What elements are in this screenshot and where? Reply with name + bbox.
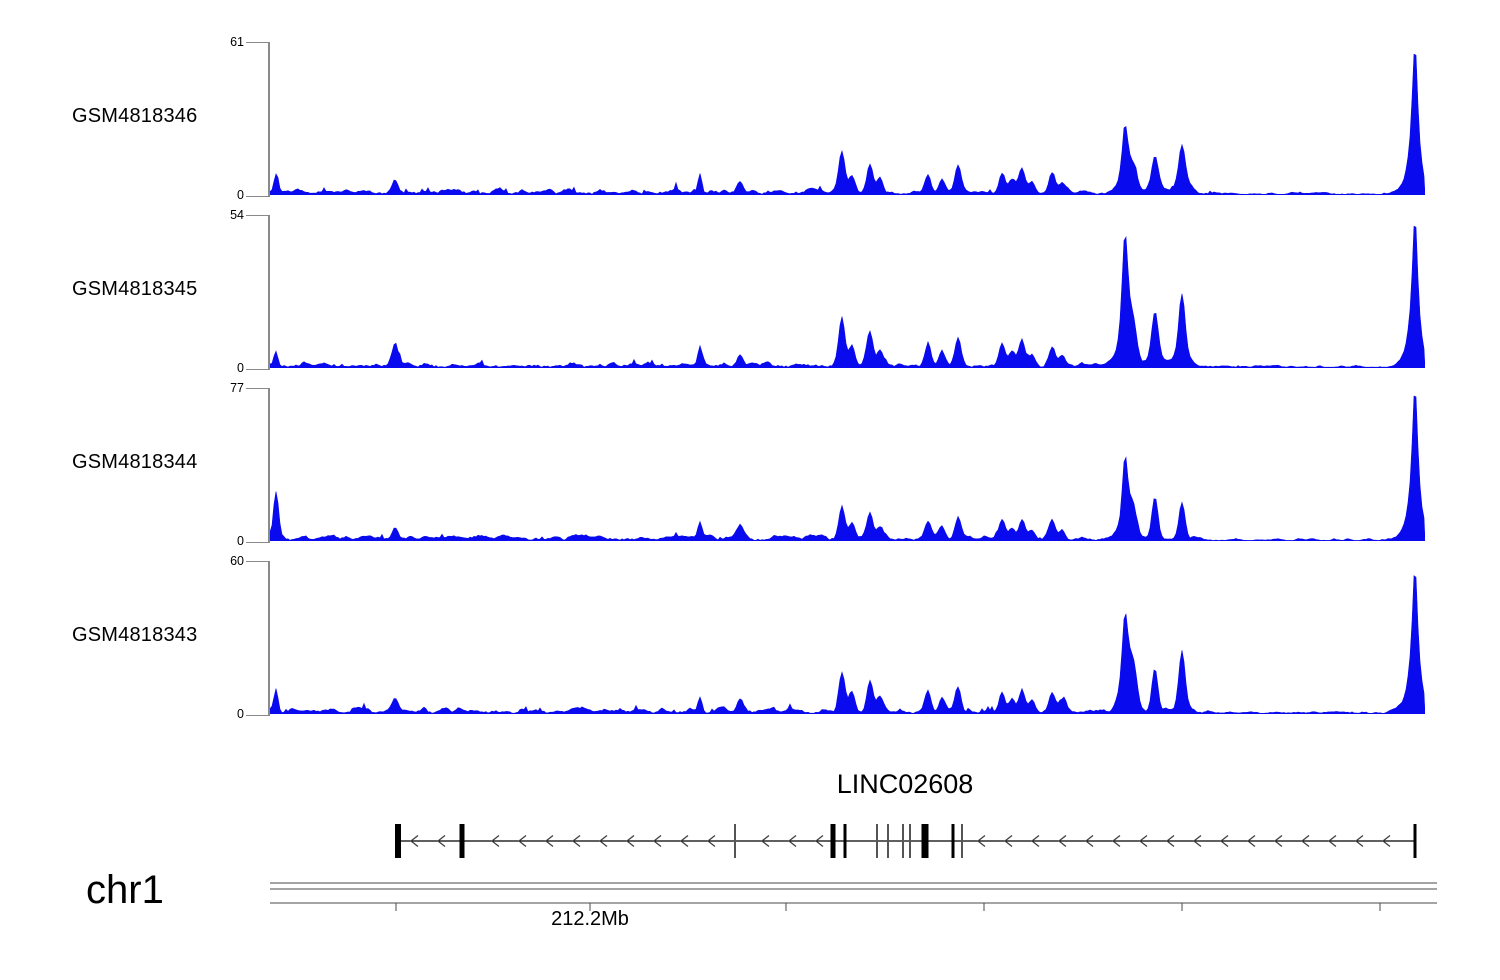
strand-arrow-left-icon bbox=[1165, 834, 1175, 848]
coverage-track-gsm4818343 bbox=[270, 575, 1425, 714]
y-axis-max-label: 61 bbox=[230, 35, 244, 49]
genome-axis bbox=[270, 882, 1437, 911]
track-label-gsm4818345: GSM4818345 bbox=[72, 278, 198, 300]
y-axis-bracket bbox=[246, 215, 270, 370]
strand-arrow-left-icon bbox=[1057, 834, 1067, 848]
exon-bar bbox=[902, 824, 904, 858]
exon-bar bbox=[734, 824, 736, 858]
strand-arrow-left-icon bbox=[1138, 834, 1148, 848]
exon-bar bbox=[459, 824, 465, 858]
exon-bar bbox=[395, 824, 401, 858]
strand-arrow-left-icon bbox=[1381, 834, 1391, 848]
track-label-gsm4818346: GSM4818346 bbox=[72, 105, 198, 127]
coverage-area bbox=[270, 575, 1425, 714]
coverage-area bbox=[270, 225, 1425, 368]
chromosome-label: chr1 bbox=[86, 868, 164, 912]
gene-name-label: LINC02608 bbox=[836, 769, 974, 799]
strand-arrow-left-icon bbox=[625, 834, 635, 848]
y-axis-zero-label: 0 bbox=[237, 188, 244, 202]
strand-arrow-left-icon bbox=[1084, 834, 1094, 848]
strand-arrow-left-icon bbox=[409, 834, 419, 848]
coverage-area bbox=[270, 53, 1425, 195]
strand-arrow-left-icon bbox=[706, 834, 716, 848]
strand-arrow-left-icon bbox=[1354, 834, 1364, 848]
exon-bar bbox=[843, 824, 847, 858]
strand-arrow-left-icon bbox=[1300, 834, 1310, 848]
gene-model-track bbox=[395, 824, 1417, 858]
strand-arrow-left-icon bbox=[1219, 834, 1229, 848]
track-label-gsm4818343: GSM4818343 bbox=[72, 624, 198, 646]
strand-arrow-left-icon bbox=[1246, 834, 1256, 848]
strand-arrow-left-icon bbox=[1273, 834, 1283, 848]
coverage-track-gsm4818346 bbox=[270, 53, 1425, 195]
strand-arrow-left-icon bbox=[760, 834, 770, 848]
exon-bar bbox=[830, 824, 836, 858]
strand-arrow-left-icon bbox=[787, 834, 797, 848]
axis-tick-label: 212.2Mb bbox=[551, 908, 629, 930]
exon-bar bbox=[876, 824, 878, 858]
strand-arrow-left-icon bbox=[1111, 834, 1121, 848]
coverage-track-gsm4818344 bbox=[270, 395, 1425, 541]
y-axis-max-label: 54 bbox=[230, 208, 244, 222]
y-axis-max-label: 77 bbox=[230, 381, 244, 395]
strand-arrow-left-icon bbox=[1192, 834, 1202, 848]
exon-bar bbox=[951, 824, 955, 858]
exon-bar bbox=[1413, 824, 1417, 858]
y-axis-zero-label: 0 bbox=[237, 534, 244, 548]
strand-arrow-left-icon bbox=[1003, 834, 1013, 848]
track-label-gsm4818344: GSM4818344 bbox=[72, 451, 198, 473]
y-axis-bracket bbox=[246, 42, 270, 197]
coverage-track-gsm4818345 bbox=[270, 225, 1425, 368]
strand-arrow-left-icon bbox=[652, 834, 662, 848]
y-axis-zero-label: 0 bbox=[237, 361, 244, 375]
y-axis-max-label: 60 bbox=[230, 554, 244, 568]
exon-bar bbox=[961, 824, 963, 858]
exon-bar bbox=[909, 824, 911, 858]
strand-arrow-left-icon bbox=[544, 834, 554, 848]
strand-arrow-left-icon bbox=[814, 834, 824, 848]
strand-arrow-left-icon bbox=[1327, 834, 1337, 848]
exon-bar bbox=[887, 824, 889, 858]
strand-arrow-left-icon bbox=[517, 834, 527, 848]
strand-arrow-left-icon bbox=[490, 834, 500, 848]
strand-arrow-left-icon bbox=[679, 834, 689, 848]
strand-arrow-left-icon bbox=[571, 834, 581, 848]
strand-arrow-left-icon bbox=[1030, 834, 1040, 848]
strand-arrow-left-icon bbox=[598, 834, 608, 848]
coverage-area bbox=[270, 395, 1425, 541]
exon-bar bbox=[921, 824, 929, 858]
y-axis-bracket bbox=[246, 561, 270, 716]
strand-arrow-left-icon bbox=[976, 834, 986, 848]
strand-arrow-left-icon bbox=[436, 834, 446, 848]
y-axis-zero-label: 0 bbox=[237, 707, 244, 721]
y-axis-bracket bbox=[246, 388, 270, 543]
